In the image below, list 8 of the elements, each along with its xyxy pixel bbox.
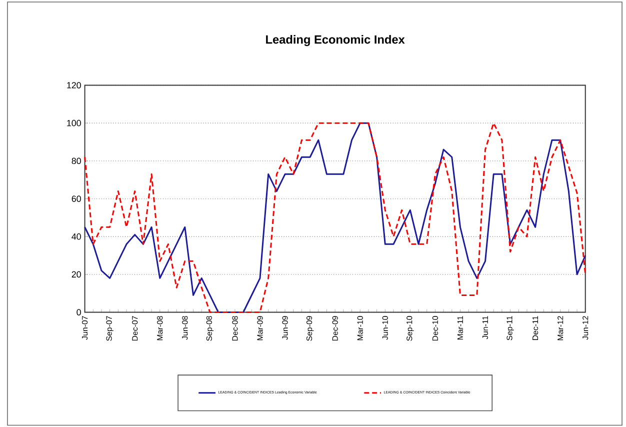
- y-tick-label: 80: [72, 158, 81, 164]
- y-tick-label: 0: [76, 308, 81, 316]
- y-tick-label: 100: [67, 120, 81, 126]
- chart-title: Leading Economic Index: [266, 34, 405, 46]
- y-tick-label: 60: [72, 195, 81, 202]
- y-tick-label: 20: [72, 271, 81, 278]
- y-tick-label: 40: [72, 233, 81, 240]
- y-tick-label: 120: [67, 82, 81, 88]
